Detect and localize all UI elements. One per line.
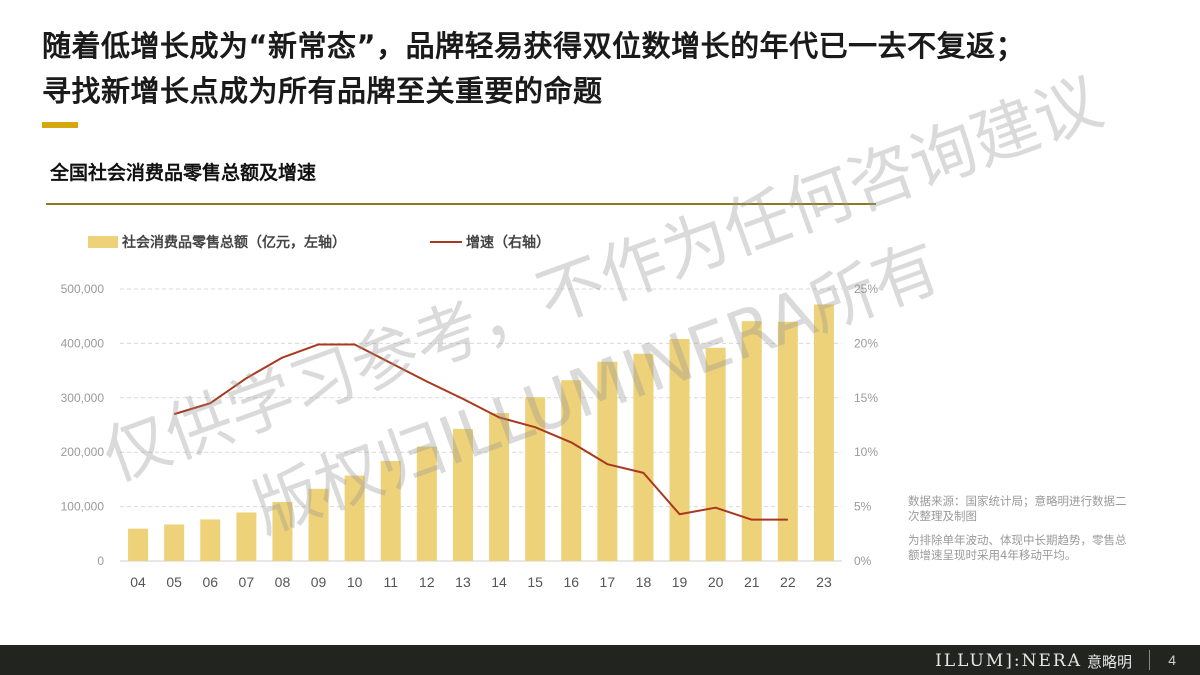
x-tick-label: 08	[275, 574, 291, 590]
y-right-tick-label: 10%	[854, 445, 878, 459]
bar-17	[597, 361, 618, 561]
bar-11	[380, 460, 401, 561]
chart-title: 全国社会消费品零售总额及增速	[50, 162, 317, 184]
footer-bar: ILLUM]:NERA 意略明 4	[0, 645, 1200, 675]
chart-legend: 社会消费品零售总额（亿元，左轴） 增速（右轴）	[88, 234, 550, 251]
y-left-tick-label: 0	[97, 554, 104, 568]
x-tick-label: 17	[600, 574, 616, 590]
legend-line-label: 增速（右轴）	[466, 234, 550, 251]
bar-22	[777, 321, 798, 561]
accent-bar	[42, 122, 78, 128]
x-tick-label: 18	[636, 574, 652, 590]
x-tick-label: 14	[491, 574, 507, 590]
bar-23	[813, 304, 834, 561]
y-left-tick-label: 500,000	[61, 282, 105, 296]
bar-20	[705, 347, 726, 561]
bar-04	[128, 528, 149, 561]
bar-08	[272, 501, 293, 561]
x-tick-label: 04	[130, 574, 146, 590]
bar-15	[525, 397, 546, 561]
title-divider	[46, 203, 876, 205]
bar-16	[561, 380, 582, 561]
x-tick-label: 16	[563, 574, 579, 590]
x-tick-label: 11	[383, 574, 398, 590]
bar-07	[236, 512, 257, 561]
bar-14	[489, 413, 510, 561]
x-tick-label: 06	[202, 574, 218, 590]
bar-series	[128, 304, 834, 561]
headline-line-1: 随着低增长成为“新常态”，品牌轻易获得双位数增长的年代已一去不复返；	[42, 29, 1026, 63]
x-tick-label: 07	[239, 574, 255, 590]
x-tick-label: 15	[527, 574, 543, 590]
page-headline: 随着低增长成为“新常态”，品牌轻易获得双位数增长的年代已一去不复返； 寻找新增长…	[42, 24, 1172, 114]
footer-divider	[1149, 650, 1150, 670]
grid-lines	[120, 288, 842, 562]
headline-line-2: 寻找新增长点成为所有品牌至关重要的命题	[42, 74, 603, 108]
method-note: 为排除单年波动、体现中长期趋势，零售总额增速呈现时采用4年移动平均。	[908, 533, 1127, 562]
y-left-tick-label: 100,000	[61, 500, 105, 514]
y-right-tick-label: 5%	[854, 500, 872, 514]
growth-rate-line	[173, 343, 788, 521]
x-tick-label: 22	[780, 574, 796, 590]
page-number: 4	[1168, 652, 1176, 668]
x-tick-label: 19	[672, 574, 688, 590]
line-series	[173, 343, 788, 521]
footer-brand-cn: 意略明	[1086, 653, 1132, 671]
x-tick-label: 21	[744, 574, 760, 590]
x-tick-label: 20	[708, 574, 724, 590]
y-left-tick-label: 200,000	[61, 445, 105, 459]
y-left-tick-label: 300,000	[61, 391, 105, 405]
bar-09	[308, 488, 329, 561]
axis-labels: 0 100,000 200,000 300,000 400,000 500,000 0% 5%…	[61, 282, 879, 590]
legend-bar-swatch	[88, 236, 118, 248]
footer-brand-logo: ILLUM]:NERA	[935, 651, 1082, 671]
y-right-tick-label: 20%	[854, 336, 878, 350]
bar-06	[200, 519, 221, 561]
y-right-tick-label: 25%	[854, 282, 878, 296]
x-tick-label: 09	[311, 574, 327, 590]
x-tick-label: 13	[455, 574, 471, 590]
y-left-tick-label: 400,000	[61, 336, 105, 350]
source-note: 数据来源：国家统计局；意略明进行数据二次整理及制图	[908, 494, 1127, 523]
bar-12	[416, 446, 437, 561]
x-tick-label: 12	[419, 574, 435, 590]
bar-05	[164, 524, 185, 561]
legend-bar-label: 社会消费品零售总额（亿元，左轴）	[121, 234, 346, 251]
x-tick-label: 10	[347, 574, 363, 590]
x-tick-label: 23	[816, 574, 832, 590]
combo-chart: 0 100,000 200,000 300,000 400,000 500,000 0% 5%…	[61, 234, 879, 590]
y-right-tick-label: 15%	[854, 391, 878, 405]
bar-21	[741, 321, 762, 561]
bar-18	[633, 353, 654, 561]
bar-13	[452, 428, 473, 561]
bar-10	[344, 475, 365, 561]
bar-19	[669, 339, 690, 561]
x-tick-label: 05	[166, 574, 182, 590]
y-right-tick-label: 0%	[854, 554, 872, 568]
